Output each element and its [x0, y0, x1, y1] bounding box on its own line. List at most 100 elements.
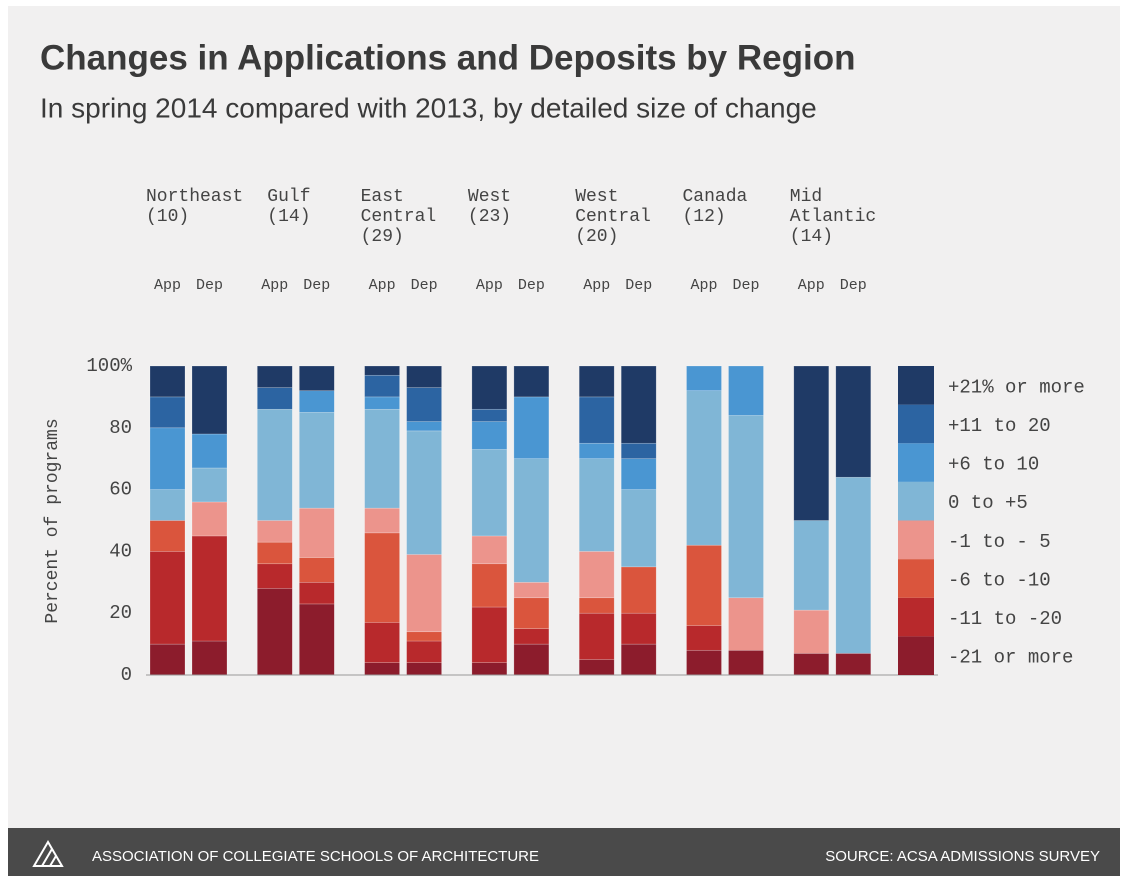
bar-segment: [298, 390, 335, 413]
bar-segment: [728, 415, 764, 599]
bar-segment: [149, 551, 186, 645]
legend-swatch: [898, 481, 934, 521]
bar-segment: [686, 390, 722, 546]
legend-label: -6 to -10: [948, 569, 1051, 591]
bar-segment: [471, 606, 508, 663]
bar-segment: [686, 649, 722, 676]
bar-segment: [406, 631, 442, 642]
region-label: West: [575, 187, 618, 207]
bar-segment: [298, 507, 335, 558]
bar-segment: [513, 365, 550, 398]
bar-segment: [513, 628, 550, 645]
bar-segment: [578, 659, 615, 676]
bar-segment: [578, 365, 615, 398]
x-tick-label: App: [798, 277, 825, 294]
bar-segment: [620, 566, 657, 614]
bar-segment: [620, 458, 657, 490]
x-tick-label: App: [261, 277, 288, 294]
bar-segment: [620, 442, 657, 459]
bar-segment: [620, 643, 657, 676]
bar-segment: [149, 396, 186, 429]
bar-segment: [406, 640, 442, 663]
bar-segment: [578, 442, 615, 459]
bar-segment: [793, 520, 830, 611]
x-tick-label: Dep: [625, 277, 652, 294]
region-label: (20): [575, 227, 618, 247]
y-tick-label: 60: [109, 479, 132, 501]
legend-swatch: [898, 404, 934, 444]
bar-segment: [471, 662, 508, 676]
x-tick-label: App: [690, 277, 717, 294]
bar-segment: [578, 597, 615, 614]
x-tick-label: Dep: [303, 277, 330, 294]
bar-segment: [298, 581, 335, 605]
bar-segment: [728, 597, 764, 651]
bar-segment: [191, 640, 228, 676]
bar-segment: [620, 365, 657, 444]
bar-segment: [686, 625, 722, 651]
bar-segment: [364, 622, 400, 663]
x-tick-label: App: [154, 277, 181, 294]
y-tick-label: 40: [109, 540, 132, 562]
x-tick-label: App: [583, 277, 610, 294]
bar-segment: [256, 563, 293, 589]
region-label: (29): [361, 227, 404, 247]
bar-segment: [793, 365, 830, 521]
bar-segment: [191, 535, 228, 642]
bar-segment: [406, 662, 442, 676]
x-tick-label: Dep: [196, 277, 223, 294]
bar-segment: [686, 365, 722, 392]
bar-segment: [793, 653, 830, 676]
y-tick-label: 0: [121, 664, 132, 686]
y-tick-label: 20: [109, 602, 132, 624]
bar-segment: [298, 603, 335, 676]
bar-segment: [191, 365, 228, 435]
chart-subtitle: In spring 2014 compared with 2013, by de…: [40, 92, 817, 123]
bar-segment: [364, 396, 400, 410]
region-label: (14): [267, 207, 310, 227]
x-tick-label: App: [369, 277, 396, 294]
bar-segment: [298, 365, 335, 392]
bar-segment: [406, 430, 442, 555]
bar-segment: [256, 541, 293, 565]
bar-segment: [728, 649, 764, 676]
bar-segment: [513, 581, 550, 599]
legend-label: 0 to +5: [948, 492, 1028, 514]
legend-label: +21% or more: [948, 376, 1085, 398]
bar-segment: [513, 458, 550, 583]
bar-segment: [364, 365, 400, 376]
bar-segment: [191, 501, 228, 537]
bar-segment: [298, 412, 335, 509]
bar-segment: [793, 609, 830, 654]
bar-segment: [471, 449, 508, 537]
region-label: Atlantic: [790, 207, 876, 227]
region-label: Central: [361, 207, 437, 227]
bar-segment: [256, 408, 293, 521]
bar-segment: [471, 365, 508, 410]
bar-segment: [686, 544, 722, 626]
bar-segment: [256, 365, 293, 388]
bar-segment: [471, 408, 508, 422]
bar-segment: [578, 612, 615, 660]
bar-segment: [364, 507, 400, 534]
region-label: East: [361, 187, 404, 207]
region-label: (23): [468, 207, 511, 227]
bar-segment: [149, 520, 186, 552]
x-tick-label: Dep: [840, 277, 867, 294]
legend-label: -1 to - 5: [948, 531, 1051, 553]
region-label: Northeast: [146, 187, 243, 207]
legend-label: -21 or more: [948, 647, 1073, 669]
bar-segment: [578, 458, 615, 552]
y-tick-label: 100%: [86, 355, 132, 377]
bar-segment: [364, 532, 400, 623]
region-label: Mid: [790, 187, 822, 207]
bar-segment: [835, 653, 872, 676]
legend-label: +11 to 20: [948, 415, 1051, 437]
bar-segment: [578, 396, 615, 444]
bar-segment: [578, 551, 615, 599]
bar-segment: [620, 489, 657, 568]
region-label: (10): [146, 207, 189, 227]
bar-segment: [149, 365, 186, 398]
